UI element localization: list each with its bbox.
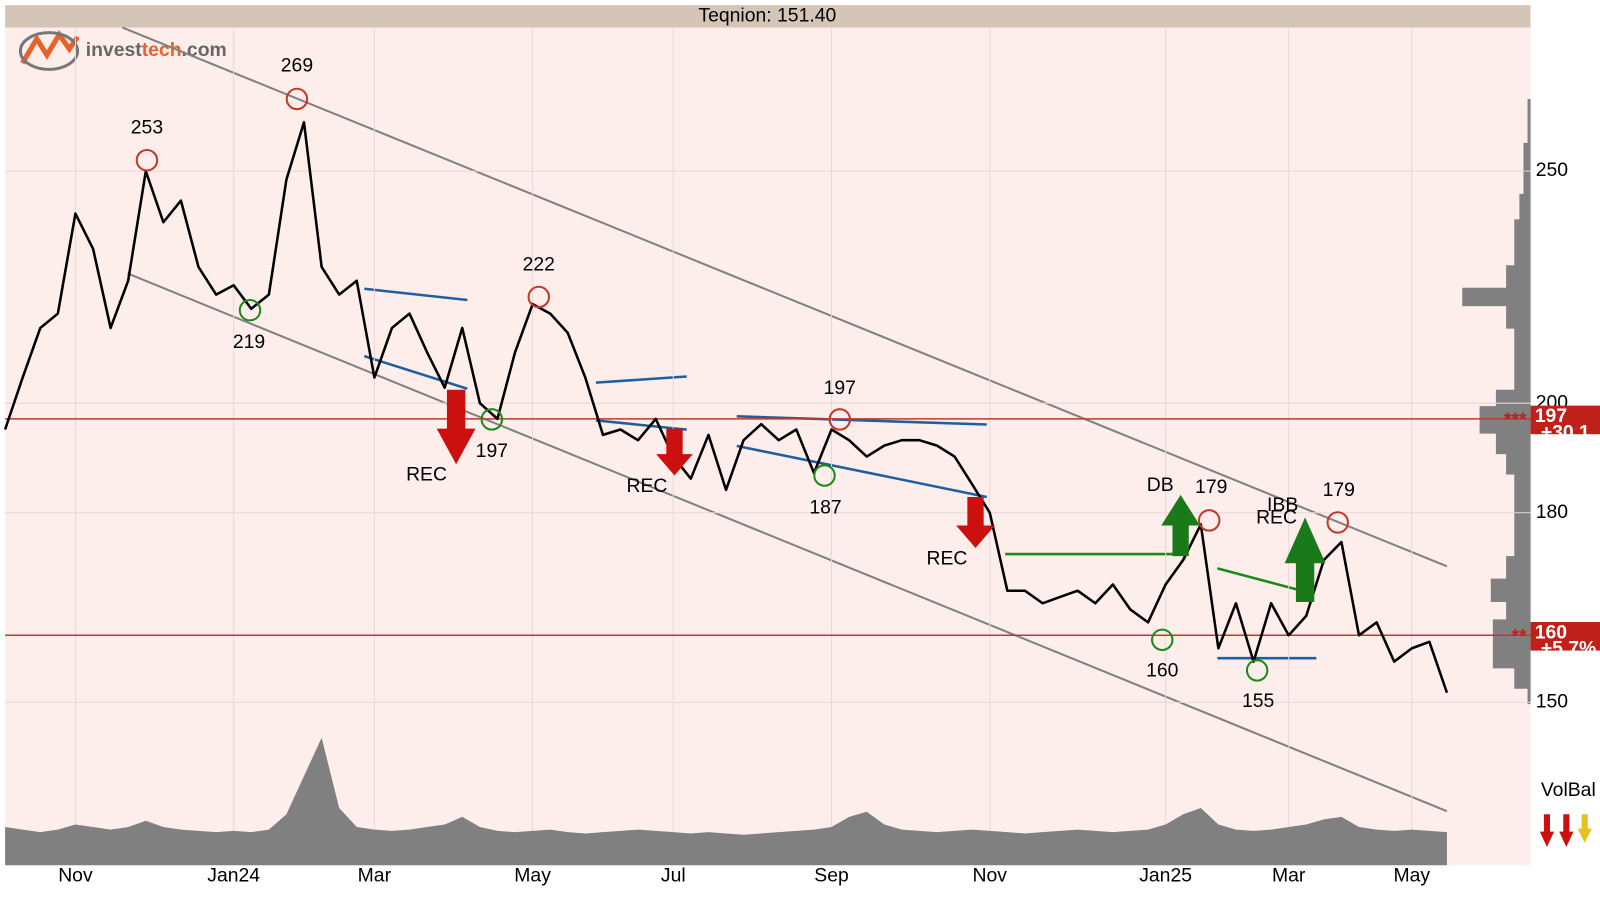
volbal-legend: VolBal — [1539, 779, 1596, 847]
formation-line — [363, 354, 468, 390]
formation-line — [364, 287, 468, 302]
plot-area — [5, 27, 1531, 866]
annotation: 197 — [476, 440, 508, 462]
x-tick-label: Jan24 — [207, 865, 260, 887]
annotation: 219 — [233, 331, 265, 353]
x-tick-label: Mar — [1272, 865, 1306, 887]
level-stars: ** — [1511, 625, 1527, 647]
annotation: 269 — [281, 54, 313, 76]
formation-line — [1217, 567, 1307, 594]
logo: investtech.com — [18, 30, 227, 71]
volbal-label: VolBal — [1541, 779, 1596, 801]
formation-line — [595, 375, 687, 384]
formation-line — [736, 444, 987, 499]
formation-line — [595, 419, 687, 431]
annotation: REC — [406, 464, 447, 486]
x-tick-label: Nov — [58, 865, 93, 887]
level-label: 160 — [1535, 621, 1567, 643]
signals — [436, 389, 1326, 603]
sell-arrow — [436, 389, 476, 465]
level-box — [1530, 405, 1600, 435]
level-change: +5.7% — [1541, 638, 1596, 660]
pivot-circle — [135, 148, 159, 172]
pivot-circle — [238, 298, 262, 322]
pivot-circle — [1197, 509, 1221, 532]
data-layer: Nov Jan24 Mar May Jul Sep Nov Jan25 Mar May 150 180… — [3, 27, 1600, 887]
annotation: 160 — [1146, 660, 1179, 682]
logo-part: tech — [142, 39, 182, 61]
level-change: +30.1 — [1541, 421, 1590, 443]
x-tick-label: Mar — [358, 865, 392, 887]
annotation: REC — [1256, 506, 1297, 528]
title-bar — [5, 5, 1531, 28]
x-tick-label: Jan25 — [1139, 865, 1192, 887]
sell-arrow — [656, 428, 693, 476]
pivot-circle — [1326, 511, 1349, 534]
annotation: 155 — [1242, 690, 1274, 712]
annotation: REC — [926, 547, 967, 569]
pivot-circle — [285, 87, 309, 111]
pivot-circle — [1151, 628, 1174, 652]
logo-icon — [20, 30, 80, 65]
volbal-arrow — [1559, 814, 1574, 847]
formation-line — [736, 415, 987, 426]
annotation: 187 — [809, 496, 841, 518]
volume-area — [5, 737, 1447, 866]
annotation: 222 — [523, 253, 555, 275]
y-tick-label: 150 — [1536, 691, 1569, 713]
logo-text: investtech.com — [86, 39, 227, 61]
level-stars: *** — [1504, 409, 1527, 431]
buy-arrow — [1284, 517, 1326, 603]
x-tick-label: Jul — [661, 865, 686, 887]
y-tick-label: 250 — [1536, 159, 1569, 181]
formations-green — [1005, 552, 1307, 594]
volbal-arrow — [1539, 814, 1555, 847]
annotation: DB — [1147, 474, 1174, 496]
annotation: 253 — [131, 117, 163, 139]
logo-part: invest — [86, 39, 143, 61]
y-tick-label: 180 — [1536, 501, 1569, 523]
level-box — [1530, 621, 1600, 651]
volume-profile — [1462, 98, 1531, 705]
x-tick-label: May — [1393, 865, 1430, 887]
level-label: 197 — [1535, 405, 1567, 427]
x-tick-label: May — [514, 865, 551, 887]
annotation: 179 — [1323, 479, 1355, 501]
chart-title: Teqnion: 151.40 — [698, 4, 836, 26]
pivot-circle — [480, 408, 504, 431]
sell-arrow — [956, 496, 995, 548]
pivot-circle — [813, 464, 836, 487]
channel-line — [122, 26, 1448, 568]
x-tick-label: Nov — [973, 865, 1008, 887]
annotation: 197 — [824, 377, 856, 399]
annotation: 179 — [1195, 476, 1227, 498]
annotation: IBB — [1267, 494, 1298, 516]
pivot-circle — [527, 285, 550, 309]
formations — [363, 287, 1317, 660]
pivot-circle — [828, 408, 852, 431]
x-tick-label: Sep — [814, 865, 848, 887]
pivot-circle — [1245, 659, 1269, 682]
logo-ring — [18, 31, 80, 71]
buy-arrow — [1161, 494, 1200, 557]
annotation: REC — [626, 475, 667, 497]
channel-line — [127, 272, 1448, 813]
logo-part: .com — [182, 39, 227, 61]
